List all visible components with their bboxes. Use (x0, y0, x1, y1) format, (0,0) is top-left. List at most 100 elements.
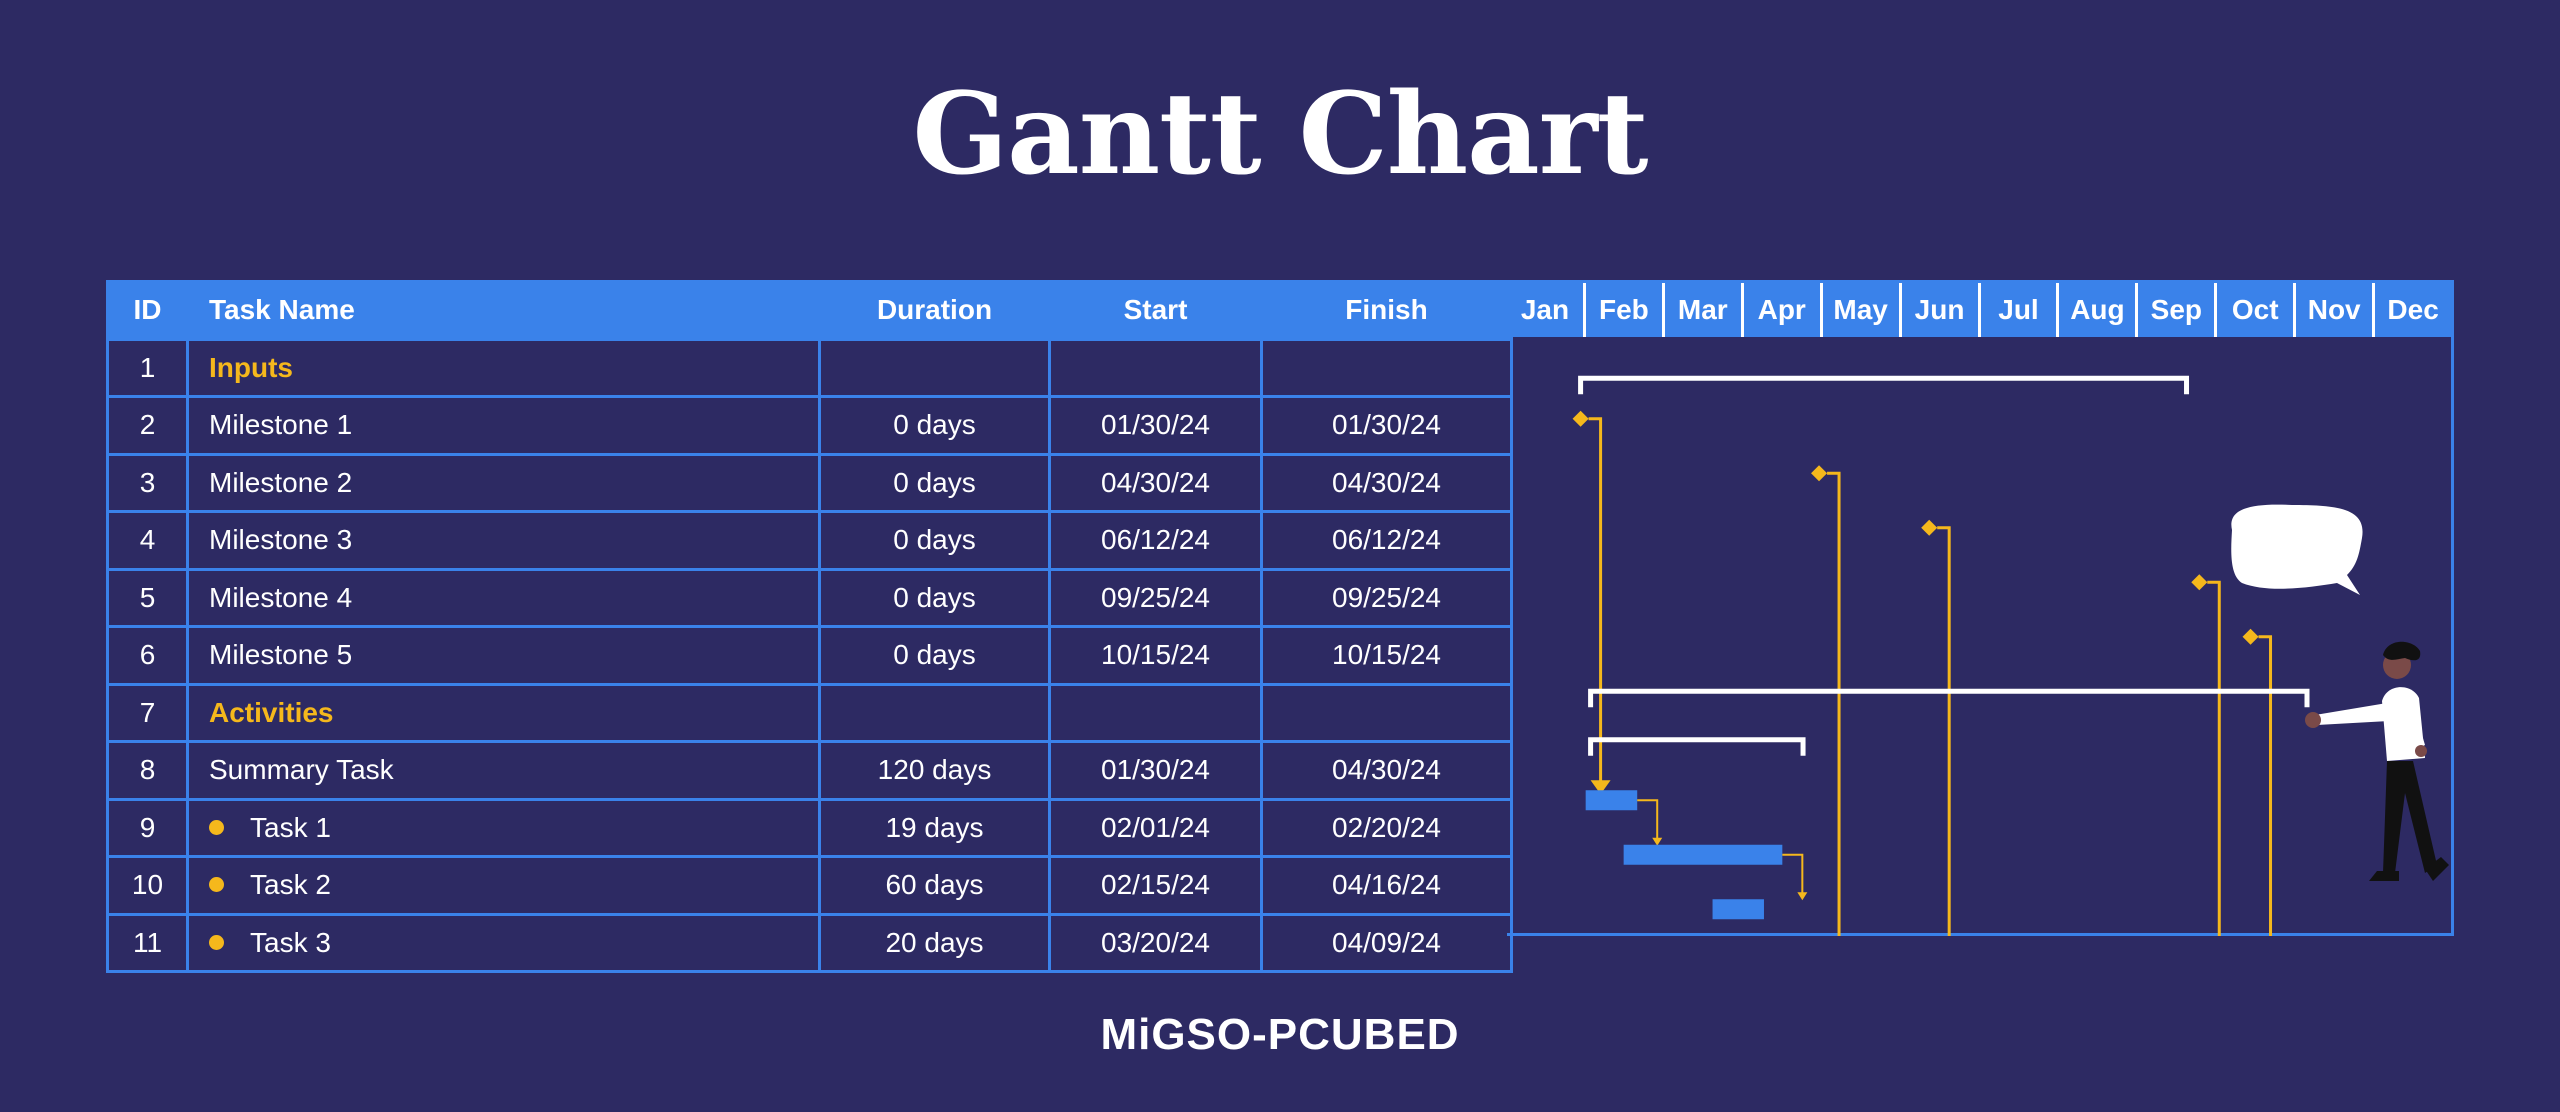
col-header-id: ID (106, 280, 189, 341)
cell-start: 04/30/24 (1048, 452, 1263, 513)
cell-duration: 20 days (818, 912, 1051, 973)
cell-finish: 02/20/24 (1260, 797, 1513, 858)
cell-duration-text: 0 days (893, 409, 976, 441)
cell-task-name: Milestone 4 (186, 567, 821, 628)
cell-start (1048, 682, 1263, 743)
cell-finish-text: 02/20/24 (1332, 811, 1441, 843)
person-shoe (2369, 871, 2399, 881)
milestone-drop-line (2258, 635, 2273, 936)
col-header-start: Start (1048, 280, 1263, 341)
cell-duration-text: 0 days (893, 581, 976, 613)
cell-task-name-text: Task 3 (250, 926, 331, 958)
month-header-mar: Mar (1661, 283, 1741, 337)
cell-id: 11 (106, 912, 189, 973)
cell-duration-text: 0 days (893, 639, 976, 671)
cell-finish: 01/30/24 (1260, 395, 1513, 456)
cell-start-text: 10/15/24 (1101, 639, 1210, 671)
cell-id-text: 3 (139, 466, 156, 498)
cell-id: 5 (106, 567, 189, 628)
cell-id: 7 (106, 682, 189, 743)
cell-start: 09/25/24 (1048, 567, 1263, 628)
milestone-drop-line (1937, 526, 1951, 936)
cell-task-name-text: Activities (209, 696, 334, 728)
cell-duration: 0 days (818, 395, 1051, 456)
month-header-dec: Dec (2372, 283, 2451, 337)
bullet-icon (209, 934, 224, 950)
dependency-link (1637, 799, 1659, 843)
cell-id-text: 8 (139, 754, 156, 786)
activities-bracket (1588, 688, 2310, 708)
cell-finish: 04/09/24 (1260, 912, 1513, 973)
cell-start: 02/01/24 (1048, 797, 1263, 858)
col-header-duration: Duration (818, 280, 1051, 341)
cell-start: 02/15/24 (1048, 855, 1263, 916)
col-header-task-name: Task Name (186, 280, 821, 341)
inputs-summary-bracket (1578, 375, 2190, 395)
cell-id: 2 (106, 395, 189, 456)
cell-finish (1260, 682, 1513, 743)
cell-duration-text: 20 days (885, 926, 984, 958)
dependency-arrowhead (1652, 837, 1663, 846)
bullet-icon (209, 819, 224, 835)
cell-task-name: Milestone 3 (186, 510, 821, 571)
chart-title: Gantt Chart (912, 69, 1649, 200)
cell-start: 03/20/24 (1048, 912, 1263, 973)
cell-finish-text: 10/15/24 (1332, 639, 1441, 671)
person-hand (2305, 712, 2321, 728)
table-body: 1 Inputs 2 Milestone 1 0 days 01/30/24 01/30/2… (106, 337, 1513, 973)
cell-duration: 19 days (818, 797, 1051, 858)
cell-start-text: 04/30/24 (1101, 466, 1210, 498)
cell-id-text: 5 (139, 581, 156, 613)
cell-duration (818, 682, 1051, 743)
task-bar (1585, 790, 1638, 811)
cell-start-text: 02/15/24 (1101, 869, 1210, 901)
cell-task-name-text: Milestone 1 (209, 409, 353, 441)
cell-id: 9 (106, 797, 189, 858)
cell-id-text: 10 (131, 869, 164, 901)
table-row: 3 Milestone 2 0 days 04/30/24 04/30/24 (106, 452, 1513, 513)
month-header-sep: Sep (2135, 283, 2214, 337)
cell-task-name: Activities (186, 682, 821, 743)
cell-task-name: Milestone 5 (186, 625, 821, 686)
cell-duration-text: 0 days (893, 524, 976, 556)
person-arm (2315, 703, 2389, 725)
cell-duration-text: 0 days (893, 466, 976, 498)
month-header-jun: Jun (1898, 283, 1978, 337)
cell-duration: 0 days (818, 567, 1051, 628)
cell-duration-text: 60 days (885, 869, 984, 901)
bullet-icon (209, 877, 224, 893)
cell-start: 01/30/24 (1048, 740, 1263, 801)
person-hair (2383, 641, 2421, 661)
month-header-jan: Jan (1520, 294, 1570, 325)
person-shoe (2425, 857, 2449, 881)
table-header-row: ID Task Name Duration Start Finish (106, 280, 1513, 341)
cell-duration: 0 days (818, 625, 1051, 686)
summary-task-bracket (1588, 737, 1806, 756)
cell-finish: 06/12/24 (1260, 510, 1513, 571)
cell-duration-text: 120 days (877, 754, 992, 786)
cell-finish-text: 04/16/24 (1332, 869, 1441, 901)
cell-id-text: 6 (139, 639, 156, 671)
cell-finish-text: 09/25/24 (1332, 581, 1441, 613)
cell-id-text: 1 (139, 351, 156, 383)
month-header-aug: Aug (2056, 283, 2135, 337)
cell-finish-text: 04/30/24 (1332, 466, 1441, 498)
table-row: 5 Milestone 4 0 days 09/25/24 09/25/24 (106, 567, 1513, 628)
milestone-drop-line (1827, 471, 1841, 936)
gantt-timeline (1572, 375, 2449, 936)
task-bar (1712, 899, 1764, 920)
cell-finish-text: 04/09/24 (1332, 926, 1441, 958)
table-row: 4 Milestone 3 0 days 06/12/24 06/12/24 (106, 510, 1513, 571)
cell-start-text: 01/30/24 (1101, 754, 1210, 786)
person-back-hand (2415, 745, 2427, 757)
cell-task-name: Milestone 1 (186, 395, 821, 456)
cell-id: 10 (106, 855, 189, 916)
cell-finish-text: 01/30/24 (1332, 409, 1441, 441)
cell-start-text: 06/12/24 (1101, 524, 1210, 556)
cell-finish: 10/15/24 (1260, 625, 1513, 686)
cell-task-name-text: Task 1 (250, 811, 331, 843)
month-header-row: Jan Feb Mar Apr May Jun Jul Aug Sep Oct Nov Dec (1507, 283, 2451, 337)
cell-duration-text: 19 days (885, 811, 984, 843)
month-header-apr: Apr (1740, 283, 1820, 337)
cell-task-name: Summary Task (186, 740, 821, 801)
